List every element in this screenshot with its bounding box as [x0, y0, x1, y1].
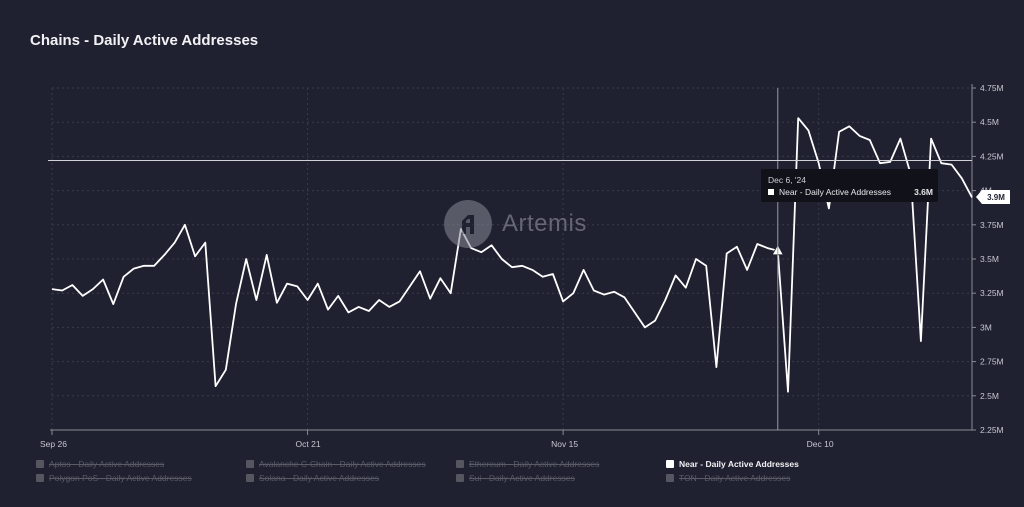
- legend-swatch: [36, 474, 44, 482]
- legend-label: Sui - Daily Active Addresses: [469, 473, 575, 483]
- tooltip-value: 3.6M: [914, 187, 933, 197]
- tooltip-row: Near - Daily Active Addresses 3.6M: [768, 187, 933, 197]
- x-tick-label: Nov 15: [551, 439, 578, 449]
- legend-swatch: [456, 460, 464, 468]
- tooltip-date: Dec 6, '24: [768, 175, 807, 185]
- tooltip-series-label: Near - Daily Active Addresses: [779, 187, 891, 197]
- legend-label: Solana - Daily Active Addresses: [259, 473, 380, 483]
- legend-item-polygon[interactable]: Polygon PoS - Daily Active Addresses: [36, 473, 246, 483]
- chart-title: Chains - Daily Active Addresses: [30, 32, 259, 49]
- y-tick-label: 4.25M: [980, 151, 1004, 161]
- y-tick-label: 4.5M: [980, 117, 999, 127]
- y-tick-label: 4.75M: [980, 83, 1004, 93]
- watermark-text: Artemis: [502, 210, 587, 237]
- legend-swatch: [246, 474, 254, 482]
- chart-tooltip: Dec 6, '24 Near - Daily Active Addresses…: [761, 169, 938, 202]
- series-layer: [51, 117, 973, 393]
- y-tick-label: 3M: [980, 322, 992, 332]
- y-tick-label: 2.75M: [980, 357, 1004, 367]
- legend-item-ethereum[interactable]: Ethereum - Daily Active Addresses: [456, 459, 666, 469]
- artemis-watermark: Artemis: [444, 200, 587, 248]
- legend-item-aptos[interactable]: Aptos - Daily Active Addresses: [36, 459, 246, 469]
- legend-item-ton[interactable]: TON - Daily Active Addresses: [666, 473, 876, 483]
- legend-swatch: [36, 460, 44, 468]
- x-tick-label: Dec 10: [807, 439, 834, 449]
- artemis-logo-icon: [444, 200, 492, 248]
- crosshair-layer: [48, 88, 972, 430]
- legend-item-solana[interactable]: Solana - Daily Active Addresses: [246, 473, 456, 483]
- tooltip-swatch: [768, 189, 774, 195]
- grid-layer: [51, 87, 972, 430]
- legend-swatch: [456, 474, 464, 482]
- series-line-near: [51, 117, 973, 393]
- legend-label: Polygon PoS - Daily Active Addresses: [49, 473, 192, 483]
- y-tick-label: 3.75M: [980, 220, 1004, 230]
- legend-swatch: [666, 460, 674, 468]
- legend-label: Aptos - Daily Active Addresses: [49, 459, 165, 469]
- legend-swatch: [246, 460, 254, 468]
- x-tick-label: Sep 26: [40, 439, 67, 449]
- chart-legend: Aptos - Daily Active Addresses Avalanche…: [36, 459, 876, 483]
- legend-item-sui[interactable]: Sui - Daily Active Addresses: [456, 473, 666, 483]
- y-tick-label: 3.5M: [980, 254, 999, 264]
- legend-label: Near - Daily Active Addresses: [679, 459, 799, 469]
- legend-item-near[interactable]: Near - Daily Active Addresses: [666, 459, 876, 469]
- legend-label: Avalanche C-Chain - Daily Active Address…: [259, 459, 426, 469]
- y-tick-label: 3.25M: [980, 288, 1004, 298]
- x-tick-label: Oct 21: [296, 439, 321, 449]
- legend-item-avalanche[interactable]: Avalanche C-Chain - Daily Active Address…: [246, 459, 456, 469]
- legend-label: TON - Daily Active Addresses: [679, 473, 791, 483]
- y-tick-label: 2.25M: [980, 425, 1004, 435]
- y-tick-label: 2.5M: [980, 391, 999, 401]
- legend-label: Ethereum - Daily Active Addresses: [469, 459, 600, 469]
- legend-swatch: [666, 474, 674, 482]
- last-value-badge: 3.9M: [976, 190, 1010, 204]
